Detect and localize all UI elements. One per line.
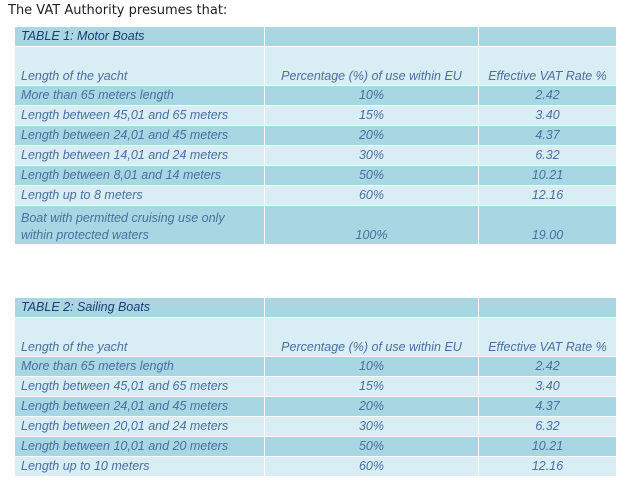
header-vat-rate: Effective VAT Rate % <box>478 317 617 357</box>
cell-length: Length between 8,01 and 14 meters <box>14 165 265 186</box>
cell-vat-rate: 6.32 <box>478 145 617 166</box>
table-row: Length up to 8 meters 60% 12.16 <box>14 185 617 206</box>
header-length: Length of the yacht <box>14 317 265 357</box>
table-row: Length between 45,01 and 65 meters 15% 3… <box>14 376 617 397</box>
cell-percentage: 50% <box>264 436 479 457</box>
header-percentage: Percentage (%) of use within EU <box>264 317 479 357</box>
motor-boats-table: TABLE 1: Motor Boats Length of the yacht… <box>14 26 617 245</box>
table-row: Length up to 10 meters 60% 12.16 <box>14 456 617 477</box>
header-length: Length of the yacht <box>14 46 265 86</box>
cell-percentage: 15% <box>264 105 479 126</box>
cell-vat-rate: 3.40 <box>478 376 617 397</box>
header-percentage: Percentage (%) of use within EU <box>264 46 479 86</box>
cell-vat-rate: 3.40 <box>478 105 617 126</box>
cell-percentage: 15% <box>264 376 479 397</box>
cell-length: Length up to 10 meters <box>14 456 265 477</box>
cell-length: Length up to 8 meters <box>14 185 265 206</box>
table-row: Length between 14,01 and 24 meters 30% 6… <box>14 145 617 166</box>
cell-length: More than 65 meters length <box>14 85 265 106</box>
cell-vat-rate: 4.37 <box>478 125 617 146</box>
table-row: Length between 24,01 and 45 meters 20% 4… <box>14 396 617 417</box>
cell-vat-rate: 12.16 <box>478 456 617 477</box>
cell-length: More than 65 meters length <box>14 356 265 377</box>
cell-percentage: 60% <box>264 185 479 206</box>
cell-percentage: 10% <box>264 85 479 106</box>
cell-vat-rate: 19.00 <box>478 205 617 245</box>
table-row: Length between 20,01 and 24 meters 30% 6… <box>14 416 617 437</box>
cell-vat-rate: 10.21 <box>478 165 617 186</box>
cell-length: Length between 20,01 and 24 meters <box>14 416 265 437</box>
table-row: More than 65 meters length 10% 2.42 <box>14 85 617 106</box>
cell-length: Boat with permitted cruising use only wi… <box>14 205 265 245</box>
table-title: TABLE 2: Sailing Boats <box>14 297 265 318</box>
cell-percentage: 30% <box>264 145 479 166</box>
cell-vat-rate: 6.32 <box>478 416 617 437</box>
cell-length: Length between 24,01 and 45 meters <box>14 125 265 146</box>
header-vat-rate: Effective VAT Rate % <box>478 46 617 86</box>
table-title: TABLE 1: Motor Boats <box>14 26 265 47</box>
cell-length: Length between 24,01 and 45 meters <box>14 396 265 417</box>
cell-length: Length between 45,01 and 65 meters <box>14 105 265 126</box>
table-row: More than 65 meters length 10% 2.42 <box>14 356 617 377</box>
sailing-boats-table: TABLE 2: Sailing Boats Length of the yac… <box>14 297 617 477</box>
table-row: Boat with permitted cruising use only wi… <box>14 205 617 245</box>
cell-percentage: 50% <box>264 165 479 186</box>
table-header-row: Length of the yacht Percentage (%) of us… <box>14 46 617 86</box>
table-title-row: TABLE 1: Motor Boats <box>14 26 617 47</box>
cell-length: Length between 14,01 and 24 meters <box>14 145 265 166</box>
table-row: Length between 8,01 and 14 meters 50% 10… <box>14 165 617 186</box>
cell-vat-rate: 2.42 <box>478 356 617 377</box>
cell-length: Length between 10,01 and 20 meters <box>14 436 265 457</box>
intro-text: The VAT Authority presumes that: <box>8 3 228 18</box>
table-row: Length between 24,01 and 45 meters 20% 4… <box>14 125 617 146</box>
table-row: Length between 45,01 and 65 meters 15% 3… <box>14 105 617 126</box>
table-row: Length between 10,01 and 20 meters 50% 1… <box>14 436 617 457</box>
cell-vat-rate: 2.42 <box>478 85 617 106</box>
cell-percentage: 10% <box>264 356 479 377</box>
cell-length: Length between 45,01 and 65 meters <box>14 376 265 397</box>
cell-percentage: 30% <box>264 416 479 437</box>
cell-vat-rate: 4.37 <box>478 396 617 417</box>
cell-percentage: 20% <box>264 396 479 417</box>
cell-vat-rate: 12.16 <box>478 185 617 206</box>
cell-vat-rate: 10.21 <box>478 436 617 457</box>
cell-percentage: 60% <box>264 456 479 477</box>
table-title-row: TABLE 2: Sailing Boats <box>14 297 617 318</box>
cell-percentage: 20% <box>264 125 479 146</box>
table-header-row: Length of the yacht Percentage (%) of us… <box>14 317 617 357</box>
cell-percentage: 100% <box>264 205 479 245</box>
